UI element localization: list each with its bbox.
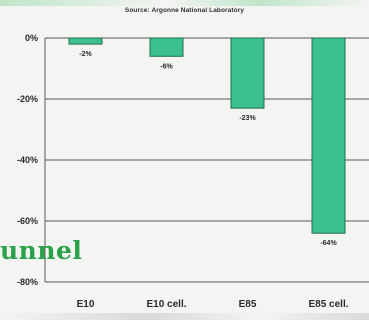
bar-value-label: -64%	[320, 240, 337, 247]
x-category-label: E10	[77, 299, 95, 310]
bar	[68, 37, 103, 45]
y-tick-label: -80%	[17, 277, 38, 287]
bar-value-label: -6%	[160, 63, 173, 70]
y-tick-label: -20%	[17, 94, 38, 104]
x-category-label: E85 cell.	[308, 299, 348, 310]
top-strip	[0, 0, 369, 6]
bar	[311, 37, 346, 234]
bar-value-label: -23%	[239, 115, 256, 122]
bar-value-label: -2%	[79, 51, 92, 58]
x-category-label: E10 cell.	[146, 299, 186, 310]
x-category-label: E85	[239, 299, 257, 310]
bar	[149, 37, 184, 57]
y-tick-label: -60%	[17, 216, 38, 226]
watermark-text: unnel	[0, 236, 83, 265]
y-tick-label: 0%	[25, 33, 38, 43]
bar	[230, 37, 265, 109]
bottom-strip	[0, 313, 369, 320]
y-tick-label: -40%	[17, 155, 38, 165]
source-caption: Source: Argonne National Laboratory	[124, 7, 245, 14]
